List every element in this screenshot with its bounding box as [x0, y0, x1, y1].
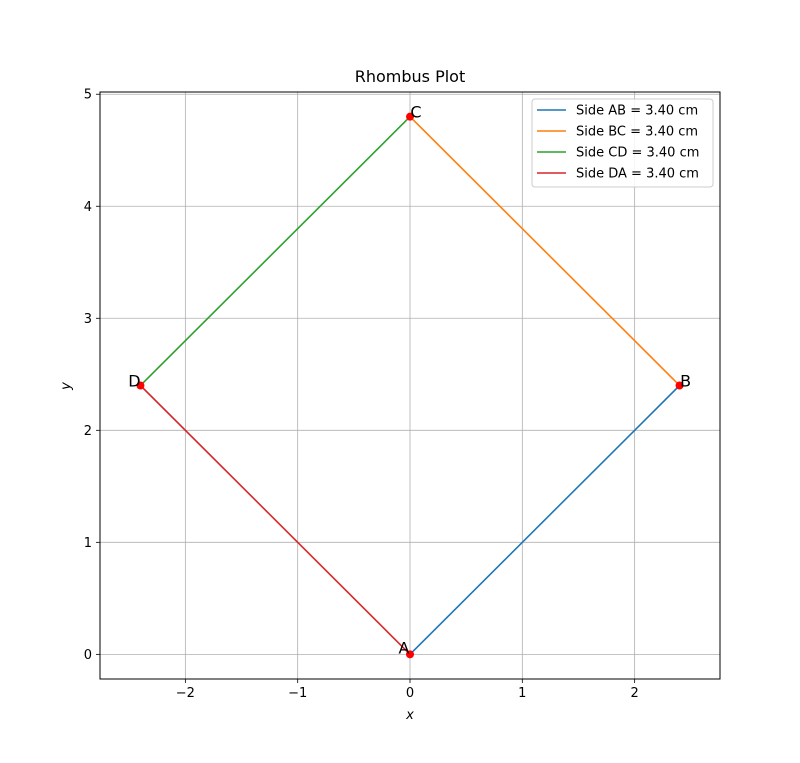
- x-tick-label: −2: [176, 686, 195, 701]
- series-line: [409, 384, 681, 655]
- legend-entry: Side BC = 3.40 cm: [576, 125, 698, 140]
- y-tick-label: 3: [84, 312, 92, 327]
- axis-ticks: −2 −1 0 1 2 0 1 2 3 4 5: [84, 88, 639, 701]
- legend-entry: Side CD = 3.40 cm: [576, 146, 699, 161]
- series-line: [139, 116, 411, 387]
- vertex-marker: [406, 112, 414, 121]
- y-tick-label: 0: [84, 648, 92, 663]
- vertex-markers: [136, 112, 684, 659]
- x-tick-label: 0: [406, 686, 414, 701]
- x-axis-label: x: [405, 708, 414, 723]
- legend-entry: Side DA = 3.40 cm: [576, 167, 699, 182]
- series-line: [409, 116, 681, 387]
- series-lines: [139, 116, 681, 655]
- vertex-marker: [675, 381, 684, 390]
- vertex-label: D: [128, 372, 140, 391]
- vertex-marker: [406, 650, 414, 659]
- y-tick-label: 1: [84, 536, 92, 551]
- x-tick-label: 2: [630, 686, 638, 701]
- legend-box: [531, 98, 714, 188]
- y-tick-label: 2: [84, 424, 92, 439]
- x-tick-label: 1: [518, 686, 526, 701]
- grid: [100, 92, 720, 679]
- vertex-label: A: [399, 638, 410, 657]
- legend-entry: Side AB = 3.40 cm: [576, 104, 698, 119]
- series-line: [139, 384, 411, 655]
- vertex-labels: A B C D: [128, 103, 691, 658]
- y-axis-label: y: [59, 382, 74, 391]
- y-tick-label: 5: [84, 88, 92, 103]
- x-tick-label: −1: [288, 686, 307, 701]
- chart-title: Rhombus Plot: [355, 67, 466, 86]
- vertex-label: C: [410, 103, 421, 122]
- vertex-label: B: [680, 372, 691, 391]
- y-tick-label: 4: [84, 200, 92, 215]
- legend: Side AB = 3.40 cm Side BC = 3.40 cm Side C…: [531, 98, 714, 188]
- vertex-marker: [136, 381, 145, 390]
